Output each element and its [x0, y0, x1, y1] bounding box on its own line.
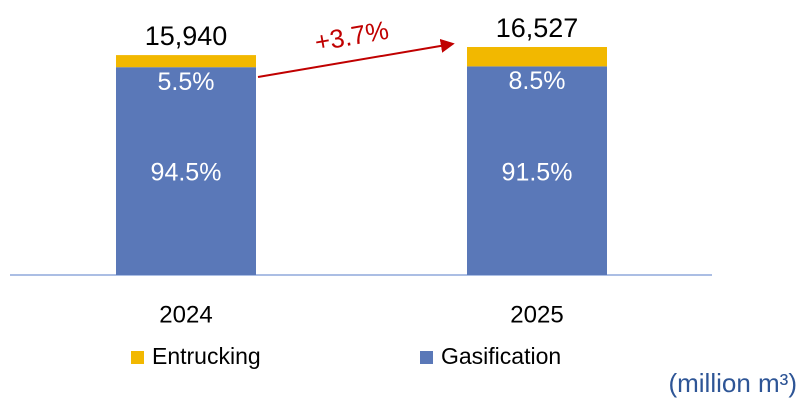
- segment-label: 94.5%: [151, 159, 222, 187]
- x-tick-label: 2025: [510, 301, 563, 328]
- bar-segment: [116, 67, 256, 275]
- segment-label: 91.5%: [502, 158, 573, 186]
- segment-label: 5.5%: [158, 68, 215, 96]
- total-label: 15,940: [145, 21, 228, 51]
- segment-label: 8.5%: [509, 67, 566, 95]
- bar-segment: [467, 66, 607, 275]
- bar-segment: [467, 47, 607, 67]
- legend-label: Gasification: [441, 343, 561, 369]
- legend-swatch: [420, 351, 433, 364]
- bar-segment: [116, 55, 256, 68]
- growth-annotation: +3.7%: [312, 15, 391, 57]
- total-label: 16,527: [496, 13, 579, 43]
- x-tick-label: 2024: [159, 301, 212, 328]
- growth-arrow: [257, 38, 455, 78]
- legend-swatch: [131, 351, 144, 364]
- legend-label: Entrucking: [152, 343, 261, 369]
- unit-label: (million m³): [668, 368, 797, 398]
